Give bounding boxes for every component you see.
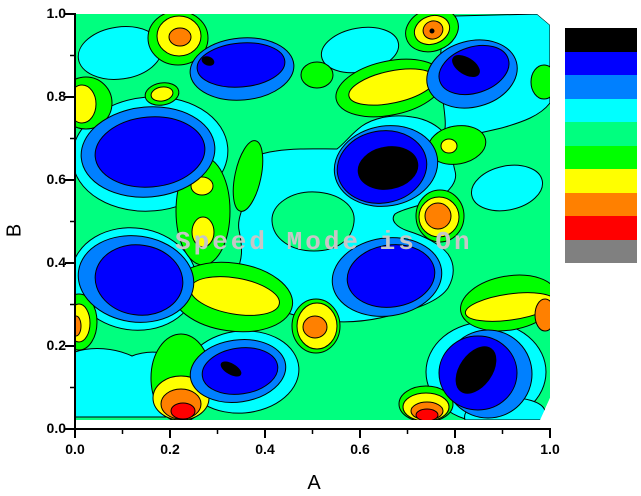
y-tick-label: 0.8 [46,88,66,104]
color-scale-legend [565,28,637,263]
y-tick-label: 0.4 [46,254,66,270]
x-tick-label: 0.0 [65,441,85,457]
contour-map [75,14,550,420]
y-tick-label: 0.2 [46,337,66,353]
legend-swatch-red [565,216,637,240]
x-axis-title: A [307,472,321,494]
legend-swatch-cyan [565,98,637,122]
x-tick-label: 0.8 [445,441,465,457]
x-tick-label: 0.4 [255,441,275,457]
y-axis-title: B [3,223,26,238]
y-tick-label: 1.0 [46,5,66,21]
y-tick-label: 0.6 [46,171,66,187]
legend-swatch-green [565,145,637,169]
x-tick-label: 0.6 [350,441,370,457]
axis-ticks [65,13,551,438]
legend-swatch-yellow [565,169,637,193]
legend-swatch-gray [565,239,637,263]
legend-swatch-blue [565,51,637,75]
legend-swatch-dodger-blue [565,75,637,99]
x-tick-label: 0.2 [160,441,180,457]
legend-swatch-black [565,28,637,52]
legend-swatch-orange [565,192,637,216]
speed-mode-watermark: Speed Mode is On [175,227,473,257]
y-tick-label: 0.0 [46,420,66,436]
legend-swatch-spring-green [565,122,637,146]
x-tick-label: 1.0 [540,441,560,457]
